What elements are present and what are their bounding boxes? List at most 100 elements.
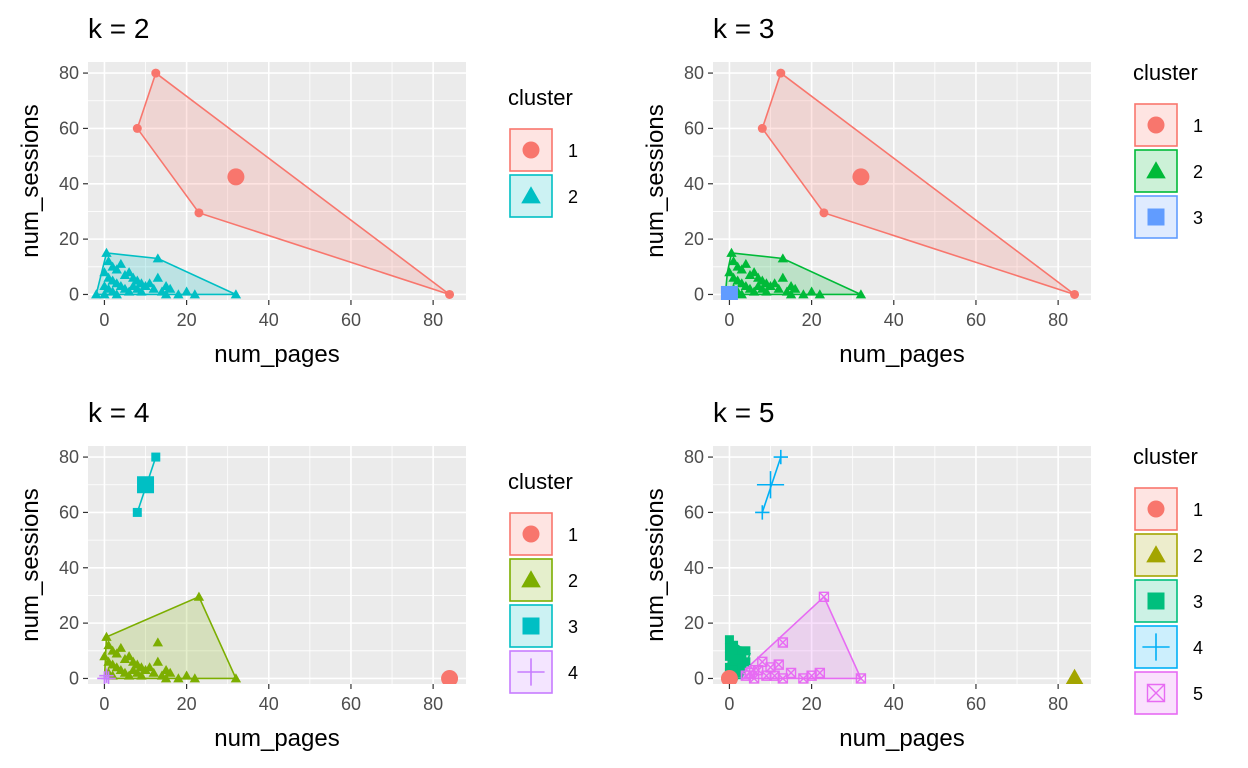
y-tick-label: 20 [684,229,704,249]
plot-area [720,449,1084,684]
cluster-3-point [724,651,734,661]
cluster-2-point [115,642,127,652]
cluster-2-point [189,289,201,299]
cluster-4-center [756,471,785,499]
legend-label-1: 1 [1193,116,1203,136]
panel-1: k = 2 0 20 40 60 80 0 20 40 60 80 num_pages num_sess… [17,13,578,368]
cluster-2-point [814,289,826,299]
y-tick-label: 60 [684,502,704,522]
cluster-5-point [814,667,826,679]
cluster-1-point [151,68,161,78]
cluster-2-point [761,286,772,296]
legend-label-3: 3 [1193,208,1203,228]
cluster-2-point [111,264,122,274]
panel-title: k = 2 [88,13,149,44]
cluster-2-point [160,289,172,299]
cluster-5-point [806,670,817,681]
y-tick-label: 0 [694,668,704,688]
cluster-1-point [194,208,204,218]
cluster-3-center [137,476,155,494]
x-tick-label: 40 [259,694,279,714]
y-tick-label: 0 [69,668,79,688]
legend-title: cluster [1133,444,1198,469]
cluster-2-point [115,258,127,268]
cluster-2-point [152,272,164,282]
cluster-2-point [164,667,176,677]
cluster-2-point [128,280,139,291]
legend-marker-1 [1147,500,1165,518]
legend-marker-3 [1147,592,1165,610]
x-tick-label: 80 [423,310,443,330]
cluster-2-point [173,673,184,683]
legend-label-1: 1 [1193,500,1203,520]
x-axis-title: num_pages [839,725,964,752]
x-tick-label: 0 [99,694,109,714]
legend-title: cluster [1133,60,1198,85]
cluster-2-point [789,283,801,293]
x-axis-title: num_pages [214,725,339,752]
legend-label-2: 2 [1193,162,1203,182]
cluster-1-center [441,669,459,684]
y-tick-label: 20 [59,613,79,633]
cluster-2-point [99,289,110,299]
y-tick-label: 40 [59,558,79,578]
x-axis-title: num_pages [839,341,964,368]
cluster-1-center [852,168,870,186]
x-tick-label: 60 [341,694,361,714]
x-tick-label: 20 [802,694,822,714]
legend-label-3: 3 [568,617,578,637]
legend-title: cluster [508,469,573,494]
cluster-2-point [726,247,737,257]
legend-marker-1 [522,525,540,543]
legend-marker-3 [522,617,540,635]
x-tick-label: 0 [724,310,734,330]
y-tick-label: 80 [684,63,704,83]
legend-label-1: 1 [568,141,578,161]
panel-title: k = 4 [88,397,149,428]
cluster-2-point [128,664,139,675]
legend-label-3: 3 [1193,592,1203,612]
y-tick-label: 40 [59,174,79,194]
cluster-1-point [757,123,767,133]
panel-2: k = 3 0 20 40 60 80 0 20 40 60 80 num_pages num_sess… [642,13,1203,368]
y-tick-label: 0 [69,284,79,304]
y-axis-title: num_sessions [642,488,669,641]
x-tick-label: 80 [423,694,443,714]
x-tick-label: 0 [724,694,734,714]
cluster-2-point [103,256,114,266]
cluster-5-point [777,637,789,648]
cluster-2-point [181,670,192,680]
cluster-2-point [736,289,747,299]
panel-title: k = 5 [713,397,774,428]
cluster-5-point [748,664,760,676]
cluster-2-point [101,631,112,641]
x-tick-label: 0 [99,310,109,330]
cluster-1-center [720,669,738,684]
cluster-3-point [151,452,161,462]
cluster-2-point [99,651,110,661]
cluster-2-point [189,673,201,683]
panel-title: k = 3 [713,13,774,44]
legend-title: cluster [508,85,573,110]
cluster-2-point [136,670,147,680]
panel-4: k = 5 0 20 40 60 80 0 20 40 60 80 num_pages num_sess… [642,397,1203,752]
cluster-2-point [160,673,172,683]
cluster-2-point [123,267,135,277]
legend-label-2: 2 [568,571,578,591]
cluster-2-point [136,286,147,296]
y-tick-label: 20 [684,613,704,633]
y-tick-label: 60 [59,502,79,522]
x-tick-label: 80 [1048,694,1068,714]
panel-3: k = 4 0 20 40 60 80 0 20 40 60 80 num_pages num_sess… [17,397,578,752]
cluster-2-point [148,283,159,293]
plot-background [713,446,1091,684]
legend-marker-5 [1146,683,1166,703]
legend-key-2 [509,174,553,218]
cluster-5-point [757,656,768,668]
cluster-2-point [99,267,110,277]
cluster-2-point [173,289,184,299]
cluster-2-point [123,651,135,661]
cluster-2-point [769,278,780,288]
legend-label-1: 1 [568,525,578,545]
legend: cluster 1 2 3 4 [508,469,578,694]
